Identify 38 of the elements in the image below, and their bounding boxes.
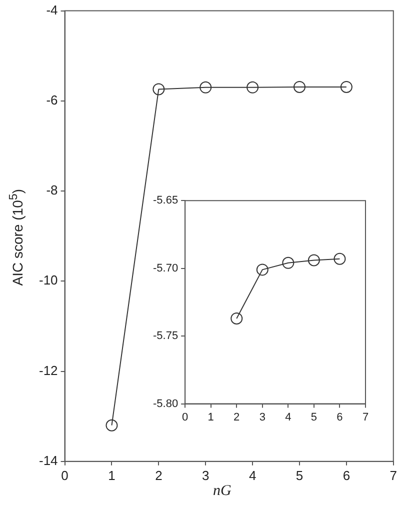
y-tick-label: -12 xyxy=(38,362,58,378)
x-tick-label: 1 xyxy=(108,468,116,483)
y-tick-label: -10 xyxy=(38,272,58,288)
x-tick-label: 0 xyxy=(182,411,188,424)
point xyxy=(294,80,306,93)
point xyxy=(308,254,320,266)
x-tick-label: 5 xyxy=(310,411,318,424)
y-tick-label: -14 xyxy=(38,452,58,468)
point xyxy=(200,81,212,94)
y-tick-label: -5.75 xyxy=(152,330,178,342)
point xyxy=(246,81,259,94)
x-tick-label: 7 xyxy=(390,468,397,483)
x-tick-label: 6 xyxy=(342,468,350,483)
x-tick-label: 2 xyxy=(234,411,240,424)
x-tick-label: 3 xyxy=(202,468,210,483)
x-tick-label: 1 xyxy=(208,411,214,424)
x-tick-label: 4 xyxy=(248,468,256,483)
point xyxy=(282,256,294,269)
x-tick-label: 2 xyxy=(155,468,162,483)
y-tick-label: -5.65 xyxy=(152,194,178,207)
point xyxy=(340,80,352,93)
y-tick-label: -5.80 xyxy=(152,398,178,410)
x-tick-label: 6 xyxy=(336,411,343,424)
x-axis-title: nG xyxy=(213,483,232,500)
x-tick-label: 7 xyxy=(362,411,369,424)
point xyxy=(152,83,165,96)
point xyxy=(230,312,243,324)
y-tick-label: -4 xyxy=(46,2,58,18)
point xyxy=(256,264,268,276)
y-tick-label: -6 xyxy=(46,92,58,108)
y-tick-label: -8 xyxy=(46,182,58,198)
x-tick-label: 0 xyxy=(61,468,68,483)
x-tick-label: 5 xyxy=(296,468,304,483)
x-tick-label: 3 xyxy=(259,411,266,424)
point xyxy=(334,252,346,265)
point xyxy=(106,419,118,432)
x-tick-label: 4 xyxy=(285,411,292,424)
y-tick-label: -5.70 xyxy=(152,262,178,274)
